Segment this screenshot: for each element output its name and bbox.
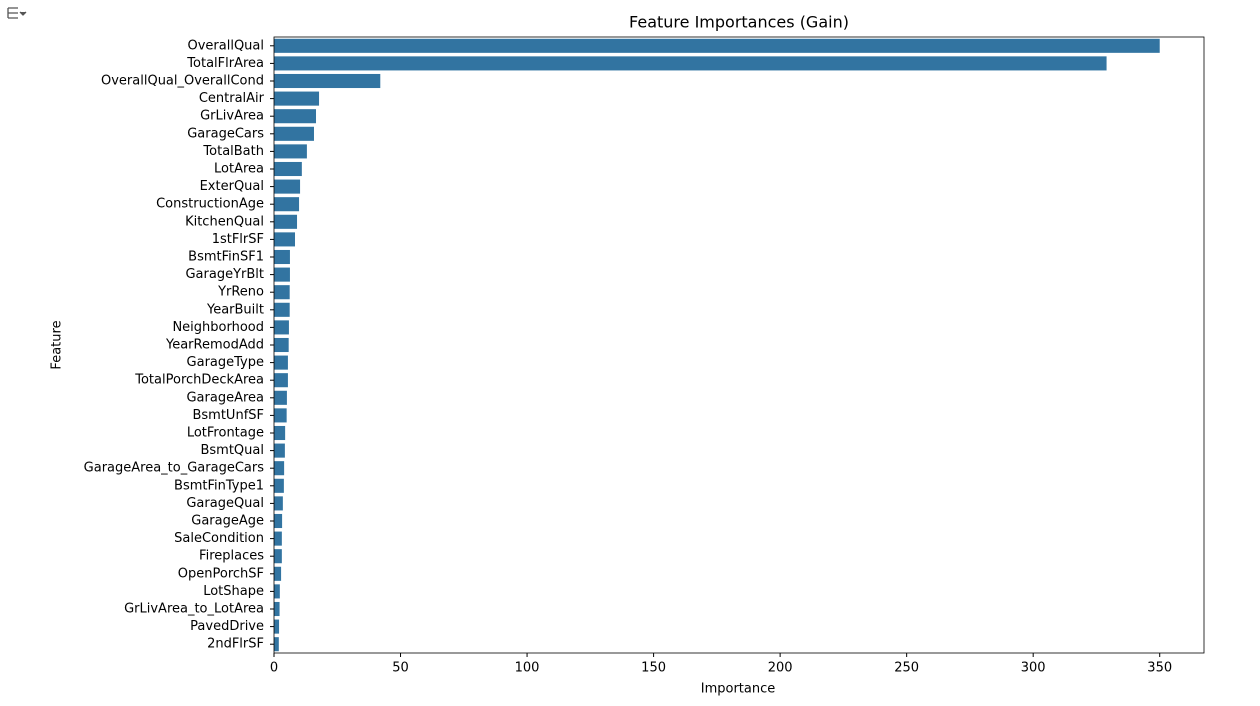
x-tick-label: 0 [270, 661, 278, 676]
y-tick-label: BsmtFinType1 [174, 478, 264, 493]
bar [274, 584, 280, 599]
bar [274, 337, 289, 353]
plot-frame [273, 36, 1205, 654]
bar [274, 513, 283, 529]
bar [274, 531, 282, 546]
y-tick-label: 1stFlrSF [212, 232, 264, 247]
bar [274, 126, 314, 141]
y-tick-label: 2ndFlrSF [207, 637, 264, 652]
y-tick-label: SaleCondition [174, 531, 264, 546]
bar [274, 38, 1160, 53]
bar [274, 425, 286, 441]
y-tick-label: LotShape [203, 584, 264, 599]
bar [274, 285, 290, 300]
y-axis-label: Feature [50, 320, 65, 369]
y-tick-label: GarageAge [191, 514, 264, 529]
bar [274, 249, 290, 265]
bar [274, 232, 296, 247]
y-tick-label: BsmtQual [200, 443, 264, 458]
x-axis-label: Importance [701, 682, 776, 697]
bar [274, 144, 307, 159]
y-tick-label: TotalFlrArea [186, 56, 264, 71]
bar [274, 619, 280, 634]
x-tick-label: 350 [1147, 661, 1172, 676]
y-tick-label: BsmtFinSF1 [188, 250, 264, 265]
y-tick-label: CentralAir [199, 91, 265, 106]
y-tick-label: OverallQual_OverallCond [101, 74, 264, 89]
bar [274, 443, 285, 458]
bar [274, 373, 288, 388]
y-tick-label: GrLivArea_to_LotArea [124, 602, 264, 617]
bar [274, 109, 317, 124]
x-tick-label: 250 [894, 661, 919, 676]
bar [274, 566, 282, 581]
y-tick-label: ExterQual [200, 179, 264, 194]
y-tick-label: GarageArea_to_GarageCars [84, 461, 265, 476]
bar [274, 267, 290, 282]
bar [274, 91, 320, 106]
y-tick-label: OverallQual [187, 38, 264, 53]
bar [274, 197, 300, 212]
y-tick-label: GarageYrBlt [185, 267, 264, 282]
bar [274, 601, 280, 617]
y-tick-label: GrLivArea [200, 109, 264, 124]
bar [274, 161, 302, 177]
bar [274, 408, 287, 423]
y-tick-label: LotFrontage [187, 426, 264, 441]
bar [274, 320, 289, 335]
y-tick-label: YearRemodAdd [165, 338, 264, 353]
bar [274, 56, 1107, 71]
y-tick-label: LotArea [214, 162, 264, 177]
chart-title: Feature Importances (Gain) [629, 13, 849, 32]
y-tick-label: YearBuilt [206, 302, 264, 317]
y-tick-label: GarageArea [186, 390, 264, 405]
bar [274, 355, 288, 370]
bar [274, 549, 282, 564]
y-tick-label: TotalBath [202, 144, 264, 159]
y-tick-label: KitchenQual [185, 214, 264, 229]
bar [274, 496, 283, 511]
y-tick-label: YrReno [217, 285, 264, 300]
bar [274, 478, 284, 493]
bar [274, 73, 381, 89]
y-tick-label: GarageQual [186, 496, 264, 511]
x-tick-label: 150 [641, 661, 666, 676]
y-tick-label: OpenPorchSF [178, 566, 264, 581]
x-tick-label: 100 [515, 661, 540, 676]
y-tick-label: PavedDrive [190, 619, 264, 634]
y-tick-label: Fireplaces [199, 549, 264, 564]
y-tick-label: Neighborhood [172, 320, 264, 335]
bar [274, 637, 279, 652]
bar [274, 390, 287, 405]
bar [274, 214, 298, 229]
toolbar-icon[interactable] [7, 7, 27, 19]
y-tick-label: GarageCars [187, 126, 264, 141]
y-tick-label: ConstructionAge [156, 197, 264, 212]
bar [274, 179, 301, 194]
x-tick-label: 200 [768, 661, 793, 676]
y-tick-label: BsmtUnfSF [192, 408, 264, 423]
x-tick-label: 300 [1021, 661, 1046, 676]
bar [274, 302, 290, 317]
bar [274, 461, 285, 476]
y-tick-label: TotalPorchDeckArea [134, 373, 264, 388]
x-tick-label: 50 [392, 661, 409, 676]
y-tick-label: GarageType [187, 355, 264, 370]
